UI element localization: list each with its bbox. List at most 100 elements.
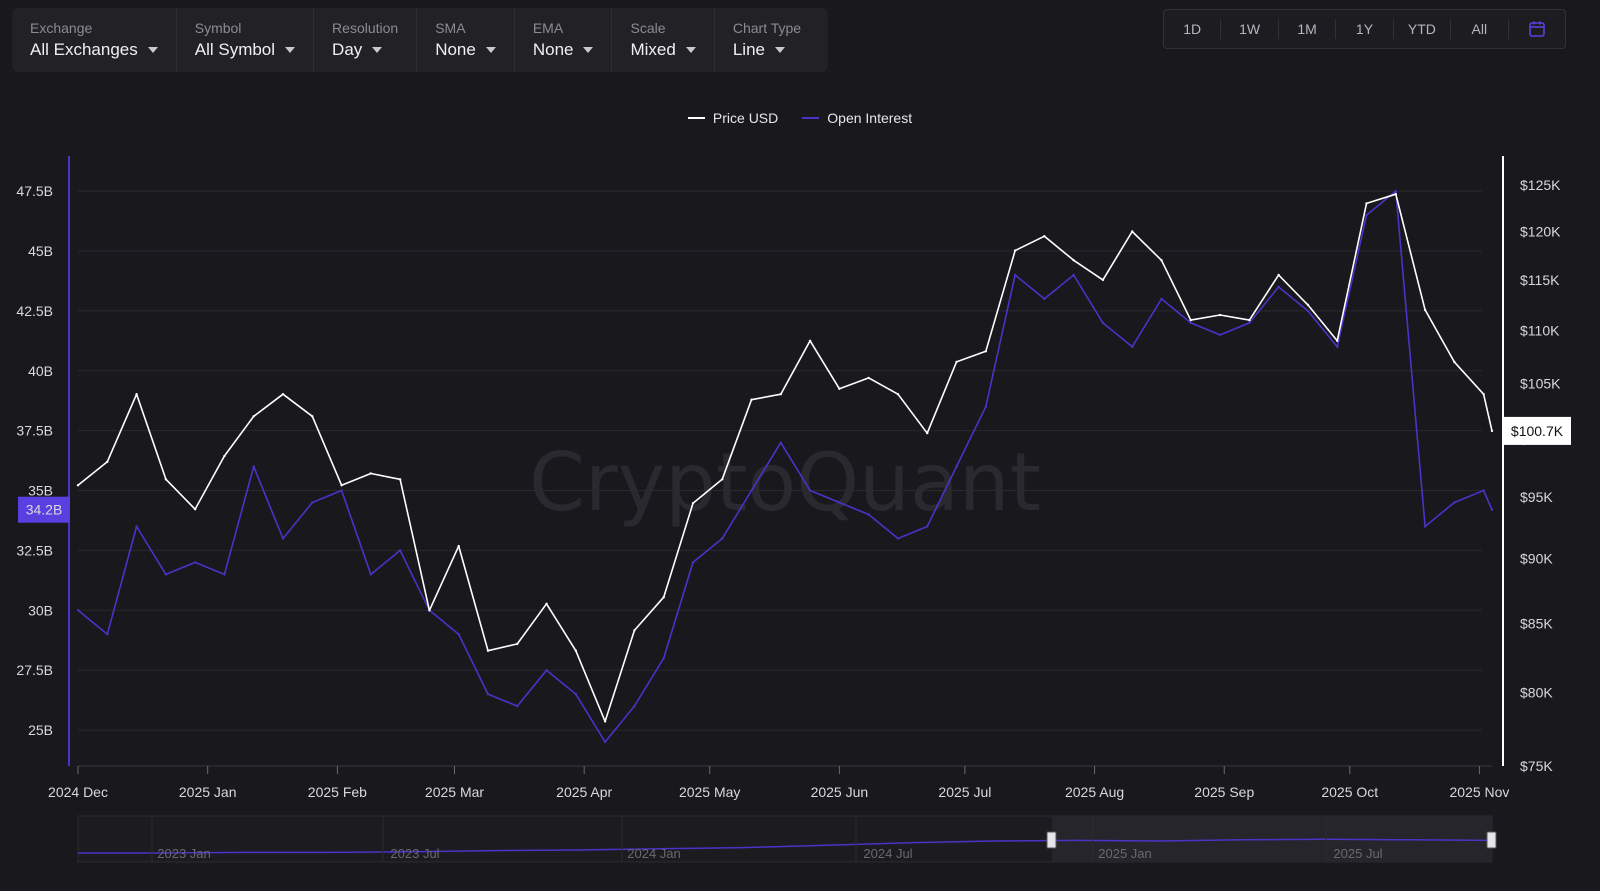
price-line-point — [1248, 318, 1251, 322]
control-resolution[interactable]: Resolution Day — [314, 8, 418, 72]
navigator-handle-right[interactable] — [1486, 831, 1497, 849]
legend-oi-swatch — [802, 117, 820, 119]
open-interest-line-point — [779, 441, 783, 444]
calendar-icon[interactable] — [1509, 20, 1565, 38]
open-interest-line-point — [311, 501, 314, 504]
open-interest-line — [77, 190, 1493, 743]
price-line-point — [779, 393, 783, 396]
price-line-point — [1043, 235, 1046, 238]
time-range-selector: 1D 1W 1M 1Y YTD All — [1163, 9, 1566, 49]
open-interest-line-point — [984, 405, 988, 408]
chevron-down-icon — [583, 47, 594, 53]
x-tick-label: 2024 Dec — [48, 784, 108, 800]
navigator-handle-left[interactable] — [1046, 831, 1057, 849]
open-interest-line-point — [838, 501, 841, 504]
control-value[interactable]: None — [533, 40, 594, 60]
control-value-text: None — [435, 40, 476, 59]
control-value-text: All Symbol — [194, 40, 276, 59]
open-interest-line-point — [369, 573, 373, 576]
price-line-point — [1423, 308, 1427, 312]
open-interest-line-point — [1131, 345, 1134, 349]
control-value-text: All Exchanges — [30, 40, 138, 59]
control-exchange[interactable]: Exchange All Exchanges — [12, 8, 177, 72]
price-line-point — [1101, 278, 1105, 282]
price-line-point — [1482, 393, 1485, 396]
control-value[interactable]: All Symbol — [194, 40, 296, 60]
open-interest-line-point — [164, 573, 168, 576]
control-scale[interactable]: Scale Mixed — [612, 8, 715, 72]
control-label: Symbol — [194, 20, 242, 36]
legend-price-swatch — [687, 117, 705, 119]
open-interest-line-point — [1043, 297, 1046, 301]
price-line-point — [369, 472, 373, 475]
control-value[interactable]: Line — [733, 40, 801, 60]
control-label: Exchange — [30, 20, 93, 36]
navigator-label: 2023 Jan — [157, 846, 211, 861]
price-line-point — [516, 642, 519, 646]
last-oi-value: 34.2B — [26, 502, 63, 518]
legend-open-interest[interactable]: Open Interest — [802, 110, 912, 126]
open-interest-line-point — [1336, 345, 1339, 349]
left-tick-label: 40B — [28, 363, 53, 379]
control-value-text: None — [532, 40, 574, 59]
range-button-1m[interactable]: 1M — [1279, 19, 1337, 39]
chart-legend: Price USD Open Interest — [0, 110, 1600, 126]
control-value[interactable]: All Exchanges — [30, 40, 158, 60]
control-label: Scale — [630, 20, 666, 36]
price-line-point — [135, 393, 138, 396]
price-line-point — [223, 454, 226, 458]
range-button-1y[interactable]: 1Y — [1336, 19, 1394, 39]
last-oi-badge — [18, 496, 70, 523]
left-tick-label: 37.5B — [16, 423, 53, 439]
open-interest-line-point — [135, 525, 138, 528]
control-value-text: Day — [332, 40, 363, 59]
control-symbol[interactable]: Symbol All Symbol — [177, 8, 315, 72]
control-label: SMA — [435, 20, 466, 36]
price-line-point — [603, 720, 607, 723]
price-line-point — [926, 431, 929, 435]
control-value[interactable]: Day — [332, 40, 398, 60]
price-line-point — [486, 649, 490, 652]
control-value[interactable]: Mixed — [630, 40, 696, 60]
open-interest-line-point — [721, 537, 724, 540]
right-tick-label: $90K — [1520, 551, 1553, 567]
price-line — [77, 193, 1493, 723]
open-interest-line-point — [1394, 189, 1397, 193]
range-button-1d[interactable]: 1D — [1164, 19, 1222, 39]
watermark-logo: CryptoQuant — [529, 436, 1041, 529]
open-interest-line-point — [662, 657, 665, 660]
open-interest-line-point — [1423, 525, 1427, 528]
open-interest-line-point — [1248, 321, 1251, 325]
control-value[interactable]: None — [435, 40, 496, 60]
price-line-point — [1306, 303, 1310, 307]
last-price-badge — [1503, 416, 1571, 445]
control-chart-type[interactable]: Chart Type Line — [715, 8, 819, 72]
open-interest-line-point — [1306, 309, 1310, 313]
open-interest-line-point — [750, 489, 753, 492]
open-interest-line-point — [1453, 501, 1456, 504]
legend-price[interactable]: Price USD — [687, 110, 778, 126]
price-line-point — [838, 387, 841, 390]
open-interest-line-point — [193, 561, 197, 564]
range-button-ytd[interactable]: YTD — [1394, 19, 1452, 39]
x-tick-label: 2025 Apr — [556, 784, 612, 800]
range-button-all[interactable]: All — [1451, 19, 1509, 39]
control-ema[interactable]: EMA None — [515, 8, 613, 72]
price-line-point — [1189, 318, 1192, 322]
control-label: Chart Type — [732, 20, 802, 36]
right-tick-label: $105K — [1520, 375, 1561, 391]
open-interest-line-point — [1482, 489, 1485, 492]
right-tick-label: $80K — [1520, 685, 1553, 701]
control-sma[interactable]: SMA None — [417, 8, 515, 72]
price-line-point — [545, 602, 548, 605]
control-label: EMA — [532, 20, 564, 36]
control-value-text: Line — [732, 40, 765, 59]
left-tick-label: 32.5B — [16, 542, 53, 558]
range-button-1w[interactable]: 1W — [1221, 19, 1279, 39]
navigator-series — [78, 838, 1493, 854]
open-interest-line-point — [896, 537, 900, 540]
open-interest-line-point — [281, 537, 285, 540]
open-interest-line-point — [574, 692, 578, 696]
price-line-point — [1453, 360, 1456, 364]
